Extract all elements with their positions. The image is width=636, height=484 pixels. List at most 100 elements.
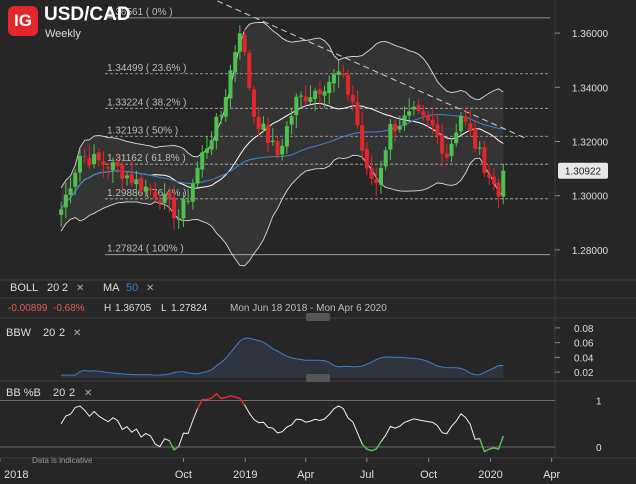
candle-body (383, 150, 388, 167)
candle-body (294, 96, 299, 116)
candle-body (129, 173, 134, 184)
x-tick-label: Oct (420, 469, 437, 481)
bbpb-overbought-segment (196, 399, 203, 410)
candle-body (463, 116, 468, 122)
bollinger-upper-line (60, 21, 504, 188)
candle-body (454, 132, 459, 144)
x-tick-label: Jul (360, 469, 374, 481)
candle-body (124, 175, 129, 179)
candle-body (139, 178, 144, 191)
candle-body (256, 116, 261, 130)
ig-logo: IG (8, 6, 38, 36)
candle-body (181, 199, 186, 219)
fib-level-label: 1.32193 ( 50% ) (107, 125, 178, 136)
bbpb-oversold-segment (493, 447, 499, 450)
candle-body (336, 71, 341, 75)
candle-body (68, 188, 73, 195)
candle-body (327, 81, 332, 94)
candle-body (200, 152, 205, 170)
candle-body (430, 119, 435, 126)
candle-body (393, 124, 398, 132)
bbpb-std: 2 (69, 387, 75, 399)
candle-body (251, 89, 256, 117)
bbw-tick-label: 0.08 (574, 324, 594, 335)
bbw-line (61, 337, 504, 376)
candle-body (106, 166, 111, 169)
bbpb-overbought-segment (215, 393, 222, 399)
candle-body (303, 96, 308, 102)
candle-body (308, 97, 313, 102)
bbpb-oversold-segment (173, 445, 180, 451)
bbpb-oversold-segment (361, 443, 368, 450)
candle-body (346, 74, 351, 95)
boll-std: 2 (62, 282, 68, 294)
bbpb-oversold-segment (371, 448, 377, 452)
candle-body (355, 102, 360, 126)
x-tick-label: Apr (543, 469, 560, 481)
data-footnote: Data is indicative (32, 456, 93, 465)
candle-body (411, 106, 416, 110)
candle-body (341, 73, 346, 76)
boll-period: 20 (47, 282, 59, 294)
candle-body (473, 128, 478, 149)
candle-body (266, 125, 271, 144)
candle-body (402, 115, 407, 126)
high-value: 1.36705 (115, 303, 152, 314)
bbpb-oversold-segment (479, 438, 486, 452)
bbw-area (61, 338, 504, 378)
candle-body (167, 192, 172, 199)
candle-body (482, 147, 487, 174)
candle-body (378, 167, 383, 185)
candle-body (284, 126, 289, 147)
fib-level-label: 1.27824 ( 100% ) (107, 244, 184, 255)
bbpb-tick-label: 1 (596, 397, 602, 408)
panel-resize-handle (306, 313, 330, 321)
bbpb-overbought-segment (225, 395, 231, 399)
boll-label: BOLL (10, 282, 38, 294)
candle-body (299, 95, 304, 97)
y-tick-label: 1.36000 (572, 29, 609, 40)
candle-body (143, 186, 148, 192)
candle-body (115, 161, 120, 167)
ma-label: MA (103, 282, 120, 294)
candle-body (313, 90, 318, 99)
candle-body (110, 162, 115, 171)
candle-body (496, 182, 501, 197)
candle-body (397, 126, 402, 130)
bollinger-lower-line (60, 154, 504, 267)
bbpb-close-icon: ✕ (84, 388, 92, 399)
candle-body (242, 34, 247, 53)
bbpb-overbought-segment (235, 396, 241, 399)
chart-title: USD/CAD (44, 4, 131, 25)
y-tick-label: 1.34000 (572, 83, 609, 94)
candle-body (289, 115, 294, 125)
candle-body (120, 165, 125, 179)
date-range: Mon Jun 18 2018 - Mon Apr 6 2020 (230, 303, 387, 314)
bbw-std: 2 (59, 327, 65, 339)
bbpb-label: BB %B (6, 387, 41, 399)
candle-body (63, 194, 68, 208)
x-tick-label: 2018 (4, 469, 28, 481)
candle-body (369, 168, 374, 179)
candle-body (148, 188, 153, 191)
candle-body (190, 183, 195, 202)
candle-body (176, 218, 181, 220)
bbw-tick-label: 0.06 (574, 339, 594, 350)
bbpb-line (60, 393, 504, 453)
candle-body (59, 209, 64, 215)
ma-close-icon: ✕ (146, 283, 154, 294)
candle-body (214, 116, 219, 141)
trendline (213, 0, 527, 140)
fib-level-label: 1.36561 ( 0% ) (107, 7, 173, 18)
candle-body (73, 172, 78, 187)
bbpb-oversold-segment (497, 435, 504, 450)
candle-body (388, 123, 393, 150)
candle-body (426, 115, 431, 121)
bbpb-overbought-segment (206, 397, 212, 401)
bbpb-oversold-segment (375, 441, 382, 450)
candle-body (96, 152, 101, 161)
fib-level-label: 1.29886 ( 76.4% ) (107, 188, 187, 199)
candle-body (331, 74, 336, 84)
candle-body (280, 145, 285, 155)
